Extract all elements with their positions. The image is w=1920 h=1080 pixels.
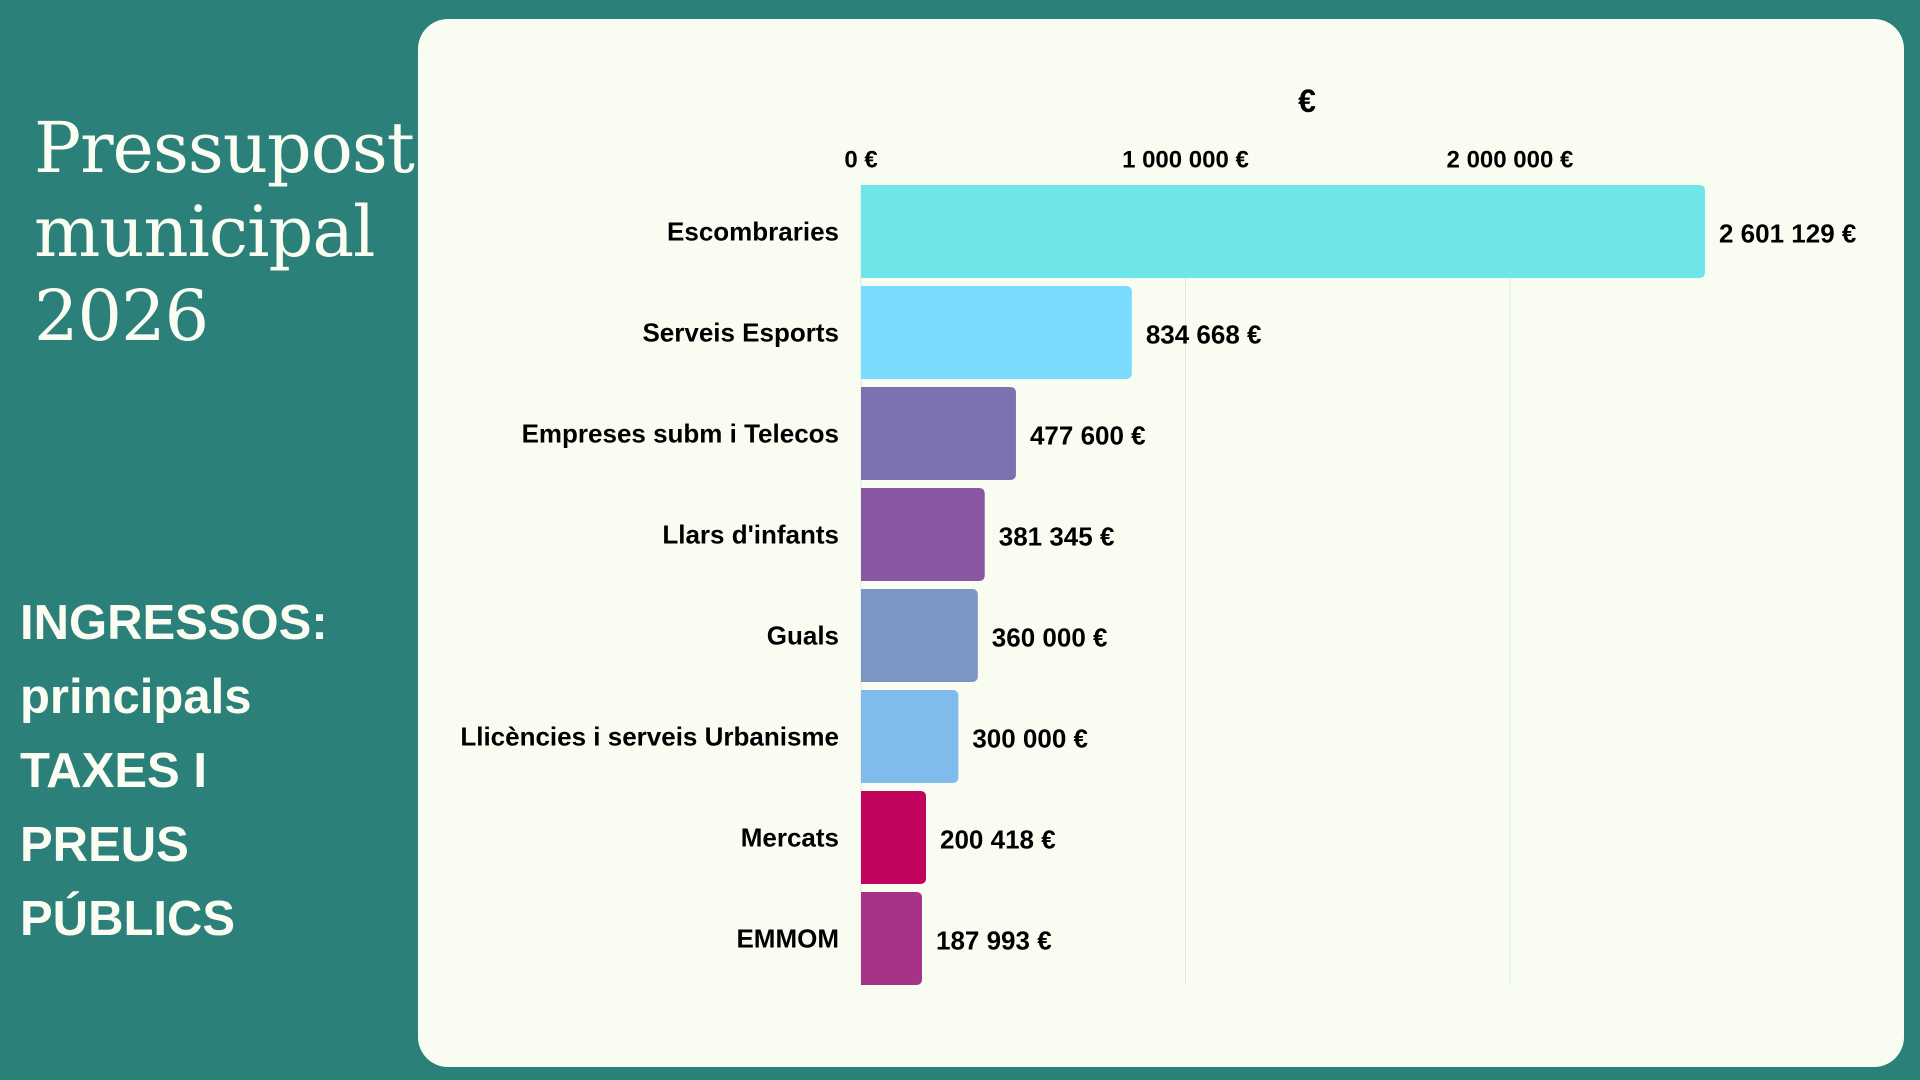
x-tick-label: 2 000 000 €: [1447, 147, 1574, 174]
data-label: 187 993 €: [936, 926, 1052, 956]
chart-panel: €0 € 1 000 000 € 2 000 000 € Escombraries 2 …: [418, 19, 1904, 1067]
title-line: municipal: [34, 191, 375, 273]
subtitle-line: principals: [20, 670, 252, 724]
data-label: 2 601 129 €: [1719, 219, 1856, 249]
category-label: Serveis Esports: [642, 318, 839, 348]
title-line: Pressupost: [34, 107, 415, 189]
category-label: Guals: [767, 621, 839, 651]
page-title: Pressupost municipal 2026: [34, 106, 415, 358]
category-label: Empreses subm i Telecos: [522, 419, 839, 449]
category-label: Llars d'infants: [662, 520, 839, 550]
bar: [861, 286, 1132, 379]
bar-chart: €0 € 1 000 000 € 2 000 000 € Escombraries 2 …: [460, 83, 1856, 985]
title-line: 2026: [34, 275, 209, 357]
category-label: Escombraries: [667, 217, 839, 247]
x-tick-label: 1 000 000 €: [1122, 147, 1249, 174]
data-label: 834 668 €: [1146, 320, 1262, 350]
bar: [861, 387, 1016, 480]
data-label: 381 345 €: [999, 522, 1115, 552]
axis-title: €: [1298, 83, 1316, 119]
data-label: 477 600 €: [1030, 421, 1146, 451]
bar: [861, 690, 959, 783]
bar: [861, 488, 985, 581]
subtitle-line: TAXES I: [20, 744, 207, 798]
category-label: Mercats: [741, 823, 839, 853]
bar: [861, 892, 922, 985]
subtitle-line: PREUS: [20, 818, 189, 872]
category-label: EMMOM: [736, 924, 839, 954]
category-label: Llicències i serveis Urbanisme: [460, 722, 839, 752]
data-label: 200 418 €: [940, 825, 1056, 855]
bar: [861, 589, 978, 682]
bar: [861, 791, 927, 884]
subtitle-line: PÚBLICS: [20, 892, 236, 946]
data-label: 300 000 €: [972, 724, 1088, 754]
bar: [861, 185, 1705, 278]
subtitle-line: INGRESSOS:: [20, 596, 328, 650]
data-label: 360 000 €: [992, 623, 1108, 653]
section-subtitle: INGRESSOS: principals TAXES I PREUS PÚBL…: [20, 586, 328, 956]
x-tick-label: 0 €: [844, 147, 877, 174]
